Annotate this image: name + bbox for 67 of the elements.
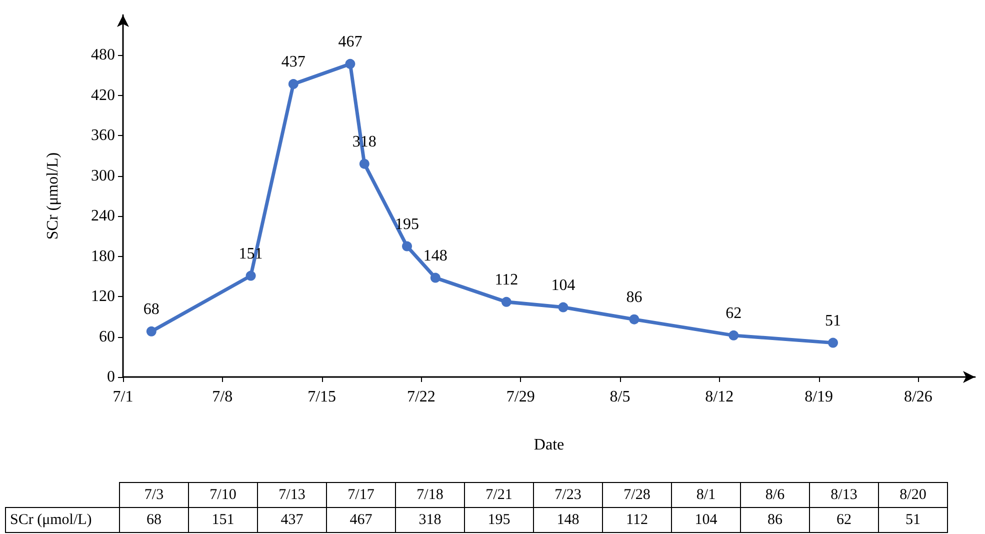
x-tick-label: 8/5 <box>610 388 630 406</box>
x-tick-label: 7/15 <box>308 388 336 406</box>
y-tick-label: 0 <box>107 368 115 386</box>
category-label: 8/20 <box>878 482 948 508</box>
data-label: 104 <box>551 276 576 294</box>
category-label: 7/17 <box>326 482 396 508</box>
data-label: 86 <box>740 508 810 532</box>
point <box>430 272 440 283</box>
category-label: 7/21 <box>464 482 534 508</box>
point <box>828 338 838 348</box>
y-tick-label: 480 <box>91 46 115 64</box>
point <box>246 270 256 281</box>
point <box>558 302 568 312</box>
data-label: 112 <box>494 271 518 288</box>
data-label: 148 <box>534 508 602 532</box>
x-tick-label: 7/8 <box>212 388 233 406</box>
y-tick-label: 180 <box>91 248 115 265</box>
point <box>345 58 356 69</box>
point <box>359 158 370 169</box>
data-label: 437 <box>281 54 306 71</box>
x-tick-label: 7/1 <box>112 388 134 406</box>
x-tick-label: 7/22 <box>406 388 436 406</box>
data-label: 151 <box>188 508 258 532</box>
x-tick-label: 8/26 <box>904 388 932 406</box>
y-tick-label: 420 <box>91 86 115 104</box>
data-label: 148 <box>423 247 448 264</box>
category-label: 8/1 <box>672 482 740 508</box>
data-label: 51 <box>878 508 948 532</box>
category-label: 7/3 <box>120 482 188 508</box>
data-label: 195 <box>464 508 534 532</box>
y-tick-label: 360 <box>91 127 115 144</box>
legend-label: SCr (μmol/L) <box>6 508 120 532</box>
data-label: 62 <box>810 508 878 532</box>
data-label: 195 <box>395 216 419 233</box>
category-label: 7/28 <box>602 482 672 508</box>
point <box>501 296 512 307</box>
data-label: 104 <box>672 508 740 532</box>
y-tick-label: 240 <box>91 208 115 225</box>
data-label: 86 <box>626 288 642 306</box>
data-label: 68 <box>120 508 188 532</box>
point <box>402 241 412 252</box>
category-label: 7/10 <box>188 482 258 508</box>
data-label: 467 <box>338 33 362 50</box>
data-label: 51 <box>825 312 841 330</box>
y-tick-label: 300 <box>91 167 115 184</box>
category-label: 7/18 <box>396 482 464 508</box>
data-label: 62 <box>726 304 742 322</box>
data-label: 437 <box>258 508 326 532</box>
data-label: 467 <box>326 508 396 532</box>
point <box>146 326 156 336</box>
y-axis-title: SCr (μmol/L) <box>44 152 62 240</box>
y-tick-label: 60 <box>99 328 115 346</box>
point <box>629 314 640 324</box>
category-label: 8/6 <box>740 482 810 508</box>
data-label: 68 <box>143 300 160 318</box>
x-tick-label: 7/29 <box>506 388 535 406</box>
x-tick-label: 8/19 <box>804 388 834 406</box>
category-label: 7/23 <box>534 482 602 508</box>
x-tick-label: 8/12 <box>705 388 734 406</box>
data-label: 112 <box>602 508 672 532</box>
x-axis-title: Date <box>534 436 564 454</box>
data-label: 318 <box>396 508 464 532</box>
category-label: 7/13 <box>258 482 326 508</box>
y-tick-label: 120 <box>91 288 115 306</box>
point <box>728 330 739 340</box>
point <box>288 79 298 90</box>
category-label: 8/13 <box>810 482 878 508</box>
